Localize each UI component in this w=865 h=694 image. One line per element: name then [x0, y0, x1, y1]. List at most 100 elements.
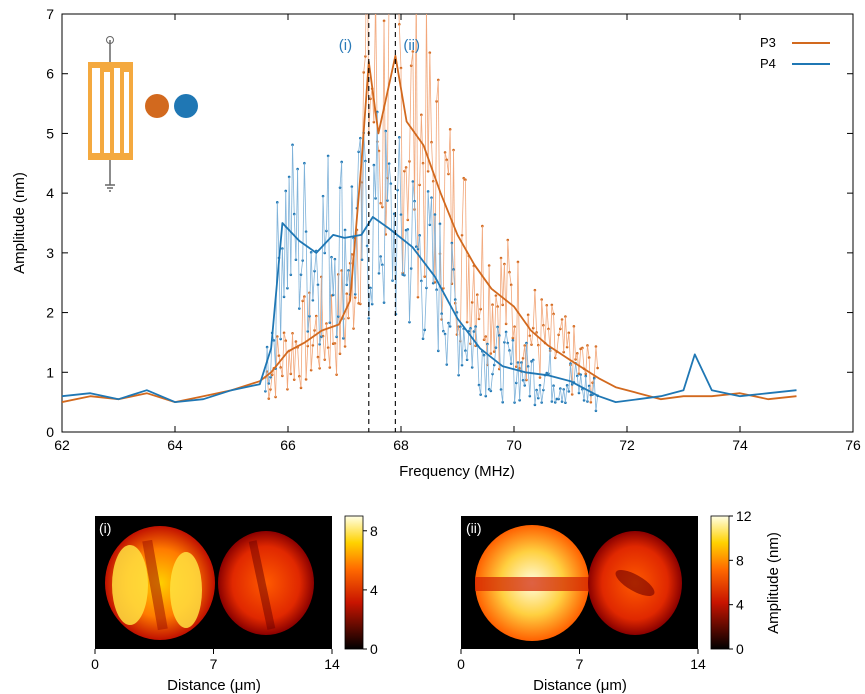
raw-segment [436, 289, 439, 351]
y-tick-label: 3 [46, 245, 54, 261]
raw-point [436, 349, 440, 353]
raw-segment [432, 181, 436, 283]
raw-point [591, 381, 594, 384]
raw-segment [303, 296, 307, 380]
raw-segment [380, 256, 383, 265]
raw-segment [504, 331, 507, 343]
raw-segment [490, 374, 493, 391]
raw-segment [412, 181, 415, 202]
raw-segment [326, 155, 329, 231]
raw-segment [349, 186, 353, 295]
raw-segment [432, 214, 436, 284]
heatmap-ii-colorbar-ticks: 0 4 8 12 [729, 508, 752, 657]
heatmap-i-colorbar [344, 515, 364, 650]
heatmap-ii-x-label: Distance (μm) [533, 677, 627, 694]
raw-segment [334, 259, 337, 337]
x-tick-label: 68 [393, 437, 409, 453]
raw-segment [276, 202, 280, 258]
raw-segment [537, 385, 541, 399]
raw-segment [281, 248, 285, 297]
x-tick-label: 70 [506, 437, 522, 453]
raw-point [328, 366, 332, 369]
raw-segment [268, 389, 271, 399]
heatmap-ii-x-axis: 0 7 14 [457, 649, 706, 672]
y-tick-label: 2 [46, 305, 54, 321]
raw-segment [498, 335, 502, 390]
y-axis: 0 1 2 3 4 5 6 7 [46, 6, 853, 440]
raw-segment [517, 362, 521, 401]
raw-segment [320, 196, 324, 337]
raw-segment [400, 214, 404, 275]
raw-segment [407, 161, 410, 220]
raw-segment [488, 265, 492, 354]
raw-segment [544, 305, 548, 344]
raw-segment [414, 201, 417, 247]
raw-point [542, 388, 545, 392]
raw-segment [346, 270, 349, 285]
raw-point [574, 358, 577, 361]
raw-segment [405, 167, 409, 220]
raw-segment [546, 305, 549, 329]
raw-segment [549, 348, 553, 402]
raw-segment [361, 132, 365, 260]
raw-segment [505, 331, 509, 344]
raw-segment [459, 326, 463, 366]
raw-segment [312, 330, 315, 346]
raw-segment [365, 14, 367, 57]
raw-point [282, 295, 286, 299]
heatmap-x-tick-label: 0 [91, 656, 99, 672]
raw-segment [266, 347, 270, 384]
raw-segment [444, 333, 448, 365]
raw-segment [573, 363, 576, 383]
raw-segment [315, 316, 319, 358]
raw-segment [578, 374, 582, 394]
raw-segment [368, 98, 371, 134]
colorbar-tick-label: 8 [370, 523, 378, 539]
raw-segment [403, 230, 407, 276]
heatmap-x-tick-label: 14 [324, 656, 340, 672]
raw-segment [581, 347, 585, 369]
raw-point [345, 283, 349, 287]
raw-point [313, 329, 316, 332]
raw-segment [359, 138, 363, 260]
raw-segment [307, 292, 310, 347]
raw-point [586, 400, 589, 403]
raw-segment [437, 223, 441, 351]
raw-segment [288, 350, 292, 374]
raw-segment [441, 313, 444, 332]
raw-segment [536, 332, 539, 346]
raw-segment [439, 223, 443, 314]
raw-segment [366, 245, 370, 319]
raw-point [513, 401, 516, 404]
raw-segment [454, 303, 458, 335]
raw-segment [481, 226, 485, 340]
raw-segment [295, 169, 299, 260]
raw-segment [290, 144, 293, 275]
raw-point [420, 113, 423, 117]
raw-point [311, 298, 315, 302]
raw-segment [341, 161, 344, 339]
raw-segment [461, 328, 465, 366]
raw-data-points [264, 14, 599, 413]
raw-segment [420, 114, 424, 164]
y-axis-label: Amplitude (nm) [11, 172, 28, 274]
raw-segment [319, 276, 322, 369]
raw-point [531, 326, 535, 330]
raw-segment [416, 14, 419, 298]
raw-point [328, 321, 332, 324]
raw-segment [446, 323, 449, 365]
raw-segment [515, 362, 519, 383]
raw-segment [553, 385, 556, 403]
raw-segment [517, 261, 521, 369]
raw-segment [326, 323, 329, 348]
raw-points-p4 [264, 110, 599, 413]
x-axis: 62 64 66 68 70 72 74 76 [54, 14, 861, 453]
raw-segment [388, 163, 392, 184]
raw-point [331, 293, 335, 297]
raw-point [550, 400, 554, 403]
legend-label-p3: P3 [760, 35, 776, 50]
y-tick-label: 5 [46, 125, 54, 141]
mode-marker-label: (i) [339, 37, 352, 54]
raw-segment [566, 332, 570, 348]
